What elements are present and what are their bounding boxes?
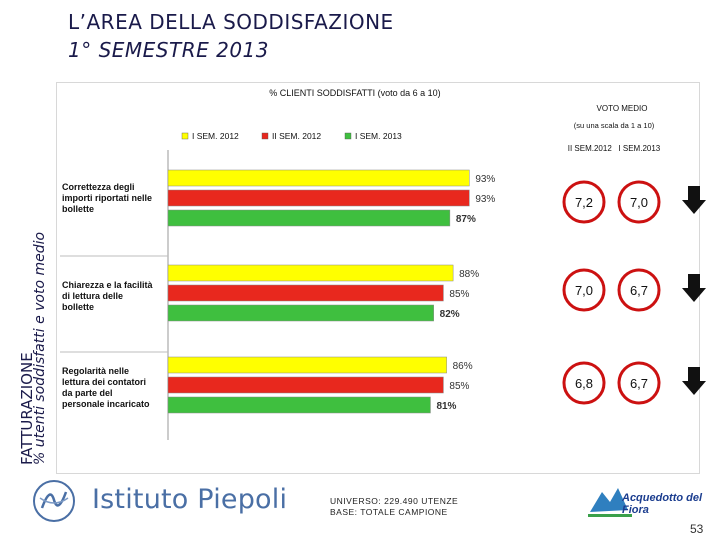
vote-rings: 7,2 7,0 7,0 6,7 6,8 6,7: [562, 180, 706, 405]
bar: [167, 304, 434, 322]
category-label: Regolarità nelle lettura dei contatori da …: [62, 366, 150, 409]
category-label: Chiarezza e la facilità di lettura delle b…: [62, 280, 154, 312]
bar-value-label: 85%: [449, 381, 469, 392]
bar-value-label: 87%: [456, 214, 476, 225]
legend-item: II SEM. 2012: [261, 131, 321, 141]
legend-label: I SEM. 2012: [192, 131, 239, 141]
category-label: Correttezza degli importi riportati nelle…: [62, 182, 152, 214]
vote-row: 6,8 6,7: [562, 361, 706, 405]
vote-value: 7,0: [630, 195, 648, 210]
legend-item: I SEM. 2012: [181, 131, 239, 141]
vote-ring: [617, 180, 661, 224]
legend-swatch: [181, 132, 189, 140]
vote-value: 6,7: [630, 283, 648, 298]
base-text: BASE: TOTALE CAMPIONE: [330, 507, 448, 517]
vote-scale-note: (su una scala da 1 a 10): [574, 121, 655, 130]
bar: [167, 284, 444, 302]
vote-column-headers: II SEM.2012 I SEM.2013: [568, 144, 661, 153]
vote-value: 6,8: [575, 376, 593, 391]
footer-note: UNIVERSO: 229.490 UTENZE BASE: TOTALE CA…: [330, 496, 480, 518]
legend-swatch: [261, 132, 269, 140]
logo-right-text: Acquedotto del Fiora: [622, 492, 703, 516]
vote-ring: [562, 361, 606, 405]
bar: [167, 356, 447, 374]
vote-ring: [617, 361, 661, 405]
vote-row: 7,0 6,7: [562, 268, 706, 312]
trend-down-icon: [682, 367, 706, 395]
trend-down-icon: [682, 186, 706, 214]
bar: [167, 169, 470, 187]
vote-value: 6,7: [630, 376, 648, 391]
vote-value: 7,2: [575, 195, 593, 210]
legend-item: I SEM. 2013: [344, 131, 402, 141]
bar-value-label: 88%: [459, 269, 479, 280]
bar-value-label: 85%: [449, 289, 469, 300]
page-title: L’AREA DELLA SODDISFAZIONE: [68, 10, 394, 34]
bars: 93% 93% 87% 88% 85% 82% 86% 85% 81%: [167, 169, 495, 414]
vote-title: VOTO MEDIO: [597, 104, 648, 113]
vote-value: 7,0: [575, 283, 593, 298]
trend-down-icon: [682, 274, 706, 302]
chart-title: % CLIENTI SODDISFATTI (voto da 6 a 10): [269, 88, 440, 98]
bar-value-label: 82%: [440, 309, 460, 320]
chart-legend: I SEM. 2012 II SEM. 2012 I SEM. 2013: [181, 131, 402, 141]
vote-ring: [562, 268, 606, 312]
page-number: 53: [690, 522, 704, 536]
bar-value-label: 93%: [475, 174, 495, 185]
legend-swatch: [344, 132, 352, 140]
vote-ring: [617, 268, 661, 312]
bar: [167, 189, 470, 207]
bar-value-label: 81%: [436, 401, 456, 412]
legend-label: II SEM. 2012: [272, 131, 321, 141]
logo-left-text: Istituto Piepoli: [92, 484, 288, 515]
bar-value-label: 86%: [453, 361, 473, 372]
vote-row: 7,2 7,0: [562, 180, 706, 224]
bar-value-label: 93%: [475, 194, 495, 205]
legend-label: I SEM. 2013: [355, 131, 402, 141]
category-labels: Correttezza degli importi riportati nelle…: [62, 182, 154, 409]
header: L’AREA DELLA SODDISFAZIONE 1° SEMESTRE 2…: [0, 0, 720, 72]
bar: [167, 209, 451, 227]
bar: [167, 264, 454, 282]
universe-text: UNIVERSO: 229.490 UTENZE: [330, 496, 459, 506]
vote-ring: [562, 180, 606, 224]
acquedotto-logo: [588, 488, 632, 517]
bar: [167, 376, 444, 394]
bar: [167, 396, 431, 414]
istituto-piepoli-logo: [33, 480, 75, 522]
page-subtitle: 1° SEMESTRE 2013: [68, 38, 270, 62]
